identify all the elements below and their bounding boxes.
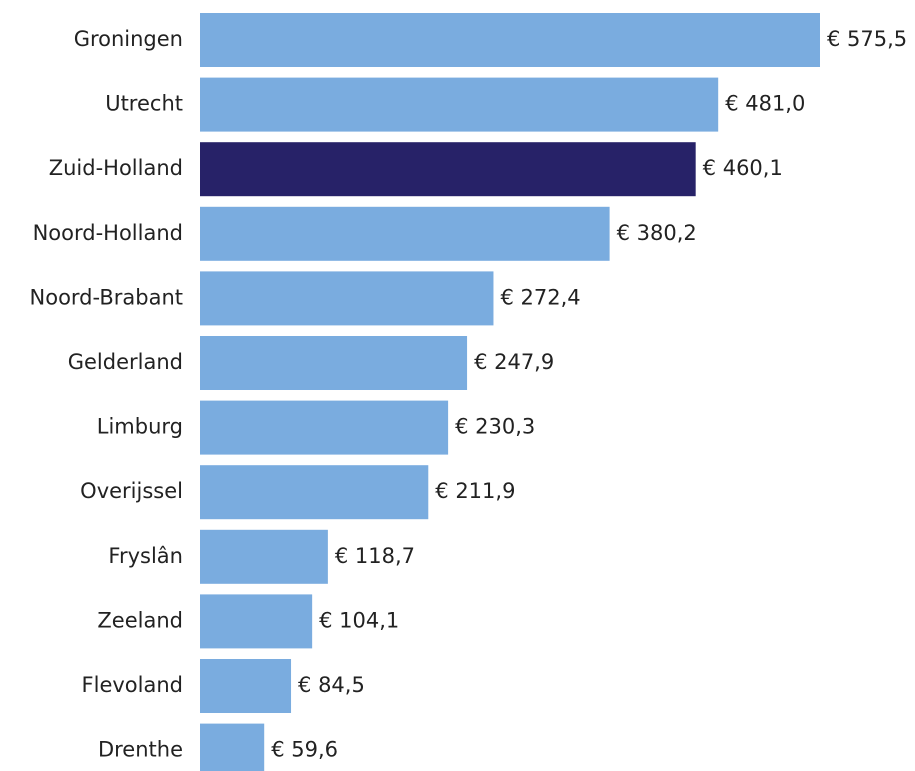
value-label: € 104,1: [319, 608, 399, 632]
category-label: Zuid-Holland: [49, 156, 183, 180]
category-label: Groningen: [74, 27, 183, 51]
bar: [200, 594, 313, 649]
bar: [200, 206, 610, 261]
category-label: Limburg: [97, 415, 183, 439]
bar: [200, 529, 328, 584]
bar: [200, 400, 449, 455]
value-label: € 272,4: [500, 285, 580, 309]
bar: [200, 271, 494, 326]
value-label: € 230,3: [455, 415, 535, 439]
bar: [200, 77, 719, 132]
category-label: Overijssel: [80, 479, 183, 503]
category-label: Noord-Holland: [33, 221, 183, 245]
bar: [200, 336, 468, 390]
category-label: Flevoland: [82, 673, 183, 697]
bar: [200, 465, 429, 520]
category-label: Fryslân: [108, 544, 183, 568]
bar: [200, 723, 265, 771]
value-label: € 59,6: [271, 738, 338, 762]
category-label: Zeeland: [97, 608, 183, 632]
value-label: € 575,5: [827, 27, 907, 51]
category-label: Utrecht: [105, 92, 183, 116]
category-label: Gelderland: [68, 350, 183, 374]
bar: [200, 659, 292, 713]
value-label: € 118,7: [335, 544, 415, 568]
value-label: € 380,2: [617, 221, 697, 245]
bar: [200, 13, 820, 67]
category-label: Drenthe: [98, 738, 183, 762]
value-label: € 211,9: [435, 479, 515, 503]
value-label: € 84,5: [298, 673, 365, 697]
category-label: Noord-Brabant: [30, 285, 183, 309]
bar: [200, 142, 696, 197]
value-label: € 460,1: [703, 156, 783, 180]
value-label: € 481,0: [725, 92, 805, 116]
value-label: € 247,9: [474, 350, 554, 374]
